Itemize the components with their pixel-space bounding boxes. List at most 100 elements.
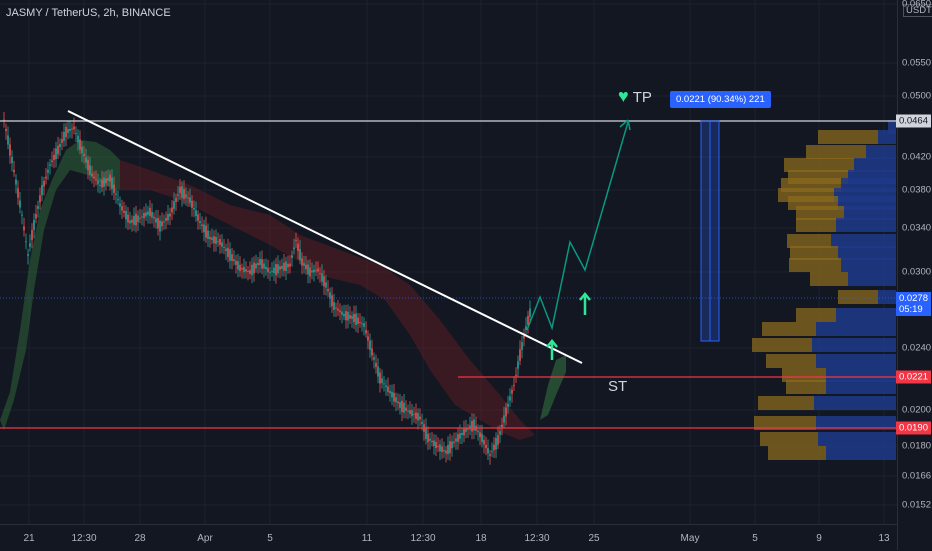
candle-body: [309, 267, 311, 277]
candle-body: [73, 126, 75, 130]
candle-body: [529, 308, 531, 317]
candle-body: [239, 264, 241, 272]
candle-body: [255, 263, 257, 269]
time-tick-label: 12:30: [524, 533, 550, 544]
candle-body: [33, 219, 35, 231]
time-axis[interactable]: [0, 524, 897, 551]
candle-body: [417, 413, 419, 421]
candle-body: [293, 247, 295, 250]
volume-bar-up: [812, 338, 896, 352]
volume-bar-up: [816, 322, 896, 336]
candle-body: [109, 174, 111, 182]
candle-body: [413, 413, 415, 415]
price-range-label[interactable]: 0.0221 (90.34%) 221: [670, 91, 771, 108]
candle-body: [159, 220, 161, 232]
candle-body: [283, 262, 285, 271]
candle-body: [351, 315, 353, 319]
time-tick-label: 18: [475, 533, 487, 544]
candle-body: [121, 206, 123, 211]
candle-body: [169, 213, 171, 217]
candle-body: [411, 410, 413, 417]
candle-body: [317, 268, 319, 272]
candle-body: [11, 156, 13, 164]
candle-body: [391, 391, 393, 398]
volume-bar-up: [841, 258, 896, 272]
candle-body: [483, 440, 485, 445]
candle-body: [415, 412, 417, 419]
candle-body: [281, 265, 283, 269]
drawing-overlays[interactable]: [0, 110, 897, 429]
volume-bar-down: [752, 338, 812, 352]
candle-body: [139, 217, 141, 219]
cloud-segment: [120, 160, 535, 440]
candle-body: [489, 454, 491, 456]
volume-bar-up: [844, 206, 896, 220]
candle-body: [273, 267, 275, 274]
up-arrow-head: [579, 292, 591, 301]
candle-body: [197, 214, 199, 221]
candle-body: [215, 236, 217, 244]
candle-body: [367, 336, 369, 341]
candle-body: [115, 193, 117, 195]
candle-body: [335, 307, 337, 309]
price-tick-label: 0.0500: [902, 90, 932, 102]
candle-body: [421, 422, 423, 424]
volume-bar-down: [762, 322, 816, 336]
candle-body: [311, 270, 313, 273]
volume-bar-up: [888, 120, 896, 134]
candle-body: [97, 180, 99, 185]
candle-body: [77, 135, 79, 143]
candle-body: [23, 226, 25, 231]
candle-body: [443, 449, 445, 452]
candle-body: [185, 194, 187, 198]
candle-body: [285, 261, 287, 271]
candle-body: [355, 313, 357, 326]
candle-body: [463, 428, 465, 436]
candle-body: [87, 159, 89, 171]
candle-body: [85, 157, 87, 163]
candle-body: [75, 133, 77, 135]
candle-body: [447, 444, 449, 455]
candle-body: [49, 164, 51, 166]
candle-body: [47, 169, 49, 173]
candle-body: [89, 165, 91, 175]
projection-path: [526, 121, 629, 331]
candle-body: [363, 323, 365, 327]
cloud-segment: [540, 355, 566, 420]
candle-body: [445, 450, 447, 454]
price-tick-label: 0.0340: [902, 222, 932, 234]
candle-body: [497, 435, 499, 445]
price-tick-label: 0.0200: [902, 404, 932, 416]
candle-body: [155, 218, 157, 223]
candle-body: [499, 431, 501, 435]
candle-body: [249, 270, 251, 274]
candle-body: [173, 201, 175, 209]
candle-body: [63, 132, 65, 141]
currency-label[interactable]: USDT: [903, 4, 932, 17]
candle-body: [65, 126, 67, 138]
candle-body: [301, 258, 303, 266]
candle-body: [5, 129, 7, 131]
volume-bar-up: [816, 354, 896, 368]
candle-body: [237, 261, 239, 270]
time-tick-label: Apr: [197, 533, 213, 544]
candle-body: [55, 148, 57, 160]
volume-bar-up: [848, 272, 896, 286]
candle-body: [357, 317, 359, 324]
candle-body: [113, 184, 115, 193]
candle-body: [425, 427, 427, 439]
candle-body: [191, 200, 193, 208]
volume-bar-down: [818, 130, 878, 144]
symbol-title[interactable]: JASMY / TetherUS, 2h, BINANCE: [6, 7, 171, 19]
candle-body: [509, 396, 511, 401]
candle-body: [129, 220, 131, 224]
volume-bar-down: [786, 380, 826, 394]
candle-body: [507, 403, 509, 407]
ichimoku-cloud: [0, 140, 566, 440]
volume-bar-down: [754, 416, 816, 430]
candle-body: [57, 145, 59, 155]
candle-body: [223, 247, 225, 249]
price-axis[interactable]: [897, 0, 932, 550]
candle-body: [69, 128, 71, 132]
